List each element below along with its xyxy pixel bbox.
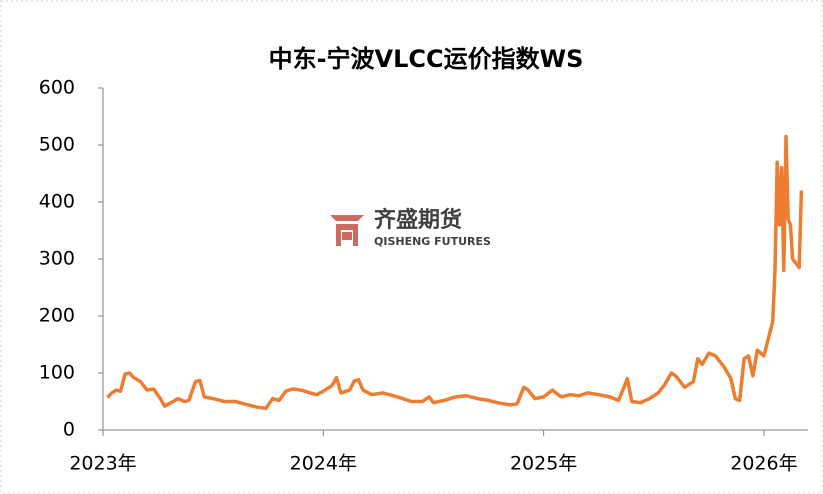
y-tick-label: 400	[39, 191, 75, 213]
watermark: 齐盛期货 QISHENG FUTURES	[330, 207, 491, 248]
x-tick-label: 2023年	[69, 453, 136, 475]
y-tick-label: 300	[39, 248, 75, 270]
y-tick-label: 100	[39, 362, 75, 384]
watermark-subtext: QISHENG FUTURES	[374, 235, 491, 248]
line	[106, 134, 804, 411]
x-tick-label: 2025年	[510, 453, 577, 475]
y-tick-label: 200	[39, 305, 75, 327]
chart-title: 中东-宁波VLCC运价指数WS	[269, 45, 584, 73]
watermark-text: 齐盛期货	[374, 207, 462, 233]
y-tick-label: 600	[39, 77, 75, 99]
x-tick-label: 2026年	[730, 453, 797, 475]
x-tick-label: 2024年	[290, 453, 357, 475]
watermark-logo	[330, 215, 364, 246]
y-tick-label: 500	[39, 134, 75, 156]
y-tick-label: 0	[63, 419, 75, 441]
